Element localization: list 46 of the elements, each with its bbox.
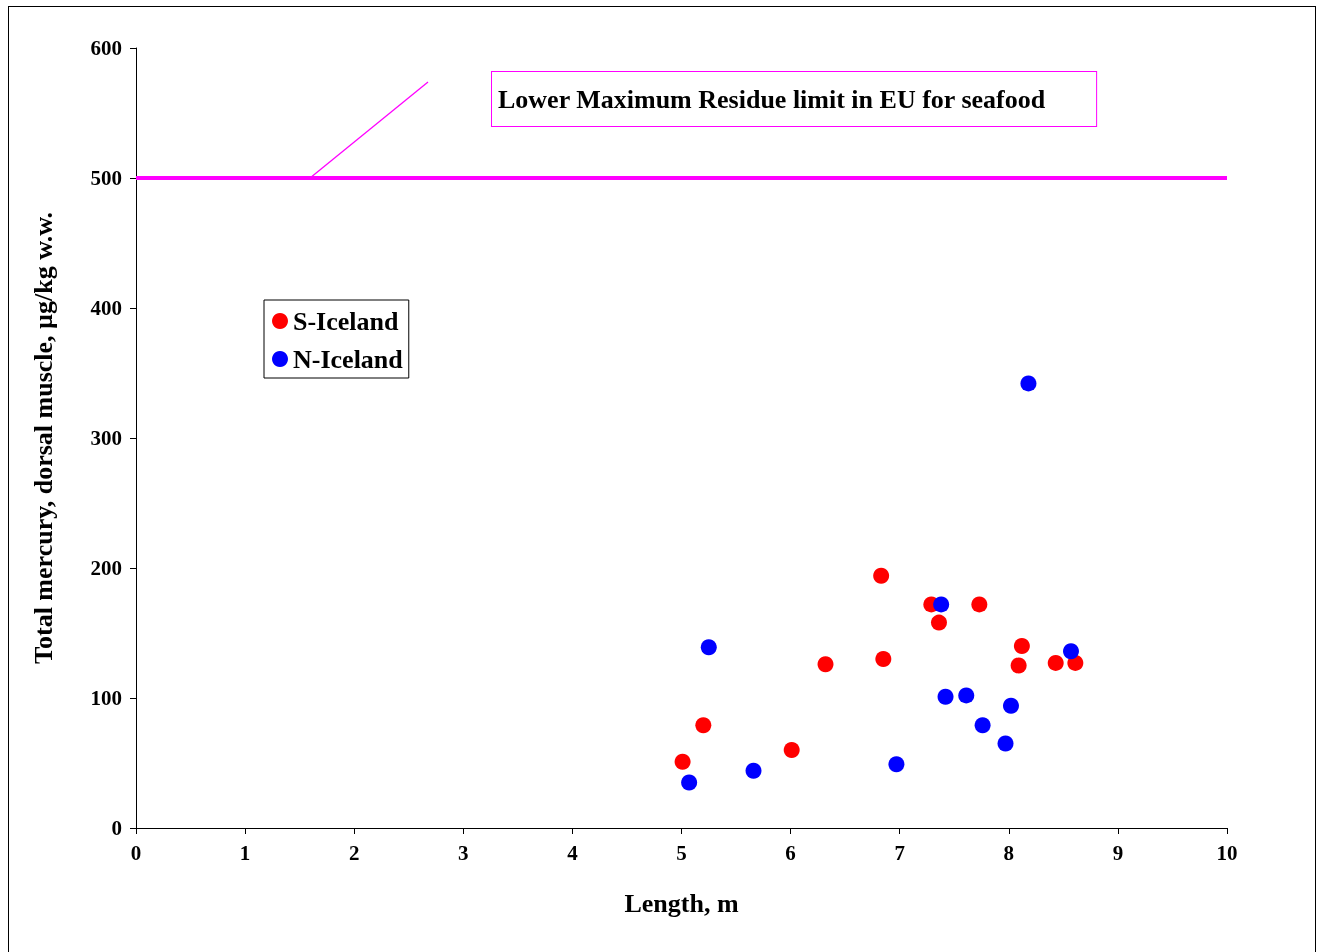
point — [997, 735, 1014, 752]
x-tick-label: 6 — [785, 840, 796, 865]
y-tick-label: 500 — [90, 166, 122, 190]
point — [873, 567, 890, 584]
point — [674, 753, 691, 770]
legend-label: S-Iceland — [293, 306, 399, 336]
point — [1063, 643, 1079, 660]
point — [974, 717, 991, 734]
x-tick-label: 4 — [567, 840, 579, 865]
point — [1003, 697, 1019, 714]
x-tick-label: 3 — [458, 840, 469, 865]
point — [783, 742, 800, 758]
x-tick-label: 10 — [1216, 840, 1238, 865]
y-tick-label: 600 — [90, 36, 122, 60]
y-tick-label: 300 — [90, 426, 122, 450]
point — [958, 687, 975, 704]
point — [933, 596, 950, 613]
point — [888, 756, 905, 773]
point — [1047, 654, 1064, 671]
point — [745, 762, 762, 779]
x-tick-label: 7 — [894, 840, 905, 865]
point — [937, 688, 954, 705]
point — [1010, 657, 1027, 674]
x-tick-label: 0 — [130, 840, 142, 865]
x-tick-label: 1 — [239, 840, 251, 865]
y-axis-title: Total mercury, dorsal muscle, µg/kg w.w. — [28, 212, 58, 664]
point — [930, 614, 947, 631]
x-tick-label: 9 — [1112, 840, 1124, 865]
point — [971, 596, 988, 613]
point — [695, 717, 712, 734]
point — [681, 774, 698, 791]
point — [1020, 375, 1037, 392]
y-tick-label: 400 — [90, 296, 122, 320]
point — [700, 639, 717, 656]
point — [1013, 638, 1030, 654]
y-tick-label: 100 — [90, 686, 122, 710]
point — [875, 651, 892, 667]
point — [817, 656, 834, 673]
x-tick-label: 2 — [348, 840, 360, 865]
x-tick-label: 8 — [1003, 840, 1015, 865]
ref-line-label: Lower Maximum Residue limit in EU for seafood — [498, 84, 1046, 114]
x-axis-title: Length, m — [624, 888, 739, 918]
y-tick-label: 0 — [111, 816, 122, 840]
y-tick-label: 200 — [90, 556, 122, 580]
x-tick-label: 5 — [676, 840, 687, 865]
legend-label: N-Iceland — [293, 344, 404, 374]
